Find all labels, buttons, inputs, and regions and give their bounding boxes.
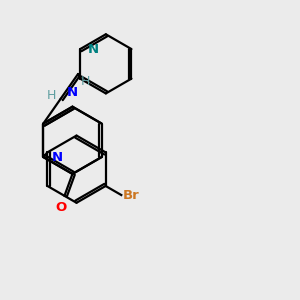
Text: H: H (46, 89, 56, 102)
Text: N: N (52, 151, 63, 164)
Text: N: N (67, 86, 78, 99)
Text: N: N (88, 43, 99, 56)
Text: O: O (56, 201, 67, 214)
Text: H: H (81, 75, 91, 88)
Text: Br: Br (123, 188, 139, 202)
